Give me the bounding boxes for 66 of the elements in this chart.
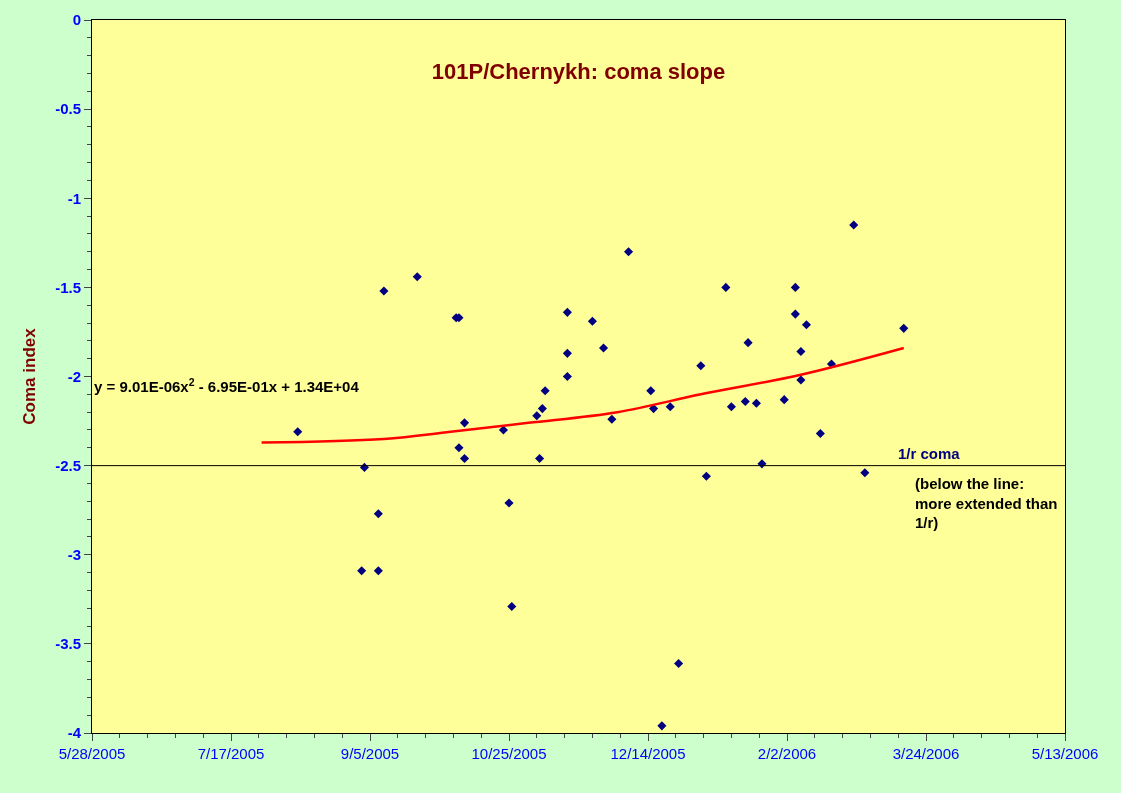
point <box>562 348 572 358</box>
y-axis-title: Coma index <box>19 327 39 425</box>
point <box>504 498 514 508</box>
point <box>373 566 383 576</box>
point <box>459 418 470 428</box>
point <box>696 361 706 371</box>
point <box>535 453 545 464</box>
point <box>740 396 750 407</box>
x-tick-label: 10/25/2005 <box>471 745 547 762</box>
y-tick-label: -4 <box>67 724 82 742</box>
point <box>598 343 609 353</box>
point <box>796 347 806 357</box>
point <box>498 425 508 435</box>
point <box>665 402 675 412</box>
point <box>860 468 870 478</box>
point <box>721 282 731 292</box>
point <box>454 443 464 453</box>
y-tick-label: -2 <box>67 367 81 385</box>
y-tick-label: -1.5 <box>55 278 81 296</box>
annotation: y = 9.01E-06x$^{2}$ - 6.95E-01x + 1.34E+04 <box>94 376 360 396</box>
point <box>674 658 684 669</box>
point <box>379 286 389 296</box>
point <box>532 411 542 421</box>
x-tick-label: 9/5/2005 <box>340 745 400 762</box>
point <box>849 220 859 230</box>
point <box>537 404 547 414</box>
x-tick-label: 12/14/2005 <box>610 745 686 762</box>
point <box>815 428 825 439</box>
point <box>646 386 656 396</box>
point <box>779 395 789 405</box>
point <box>801 320 812 330</box>
y-tick-label: -2.5 <box>55 456 81 474</box>
point <box>751 398 761 408</box>
point <box>540 386 550 396</box>
point <box>562 371 572 382</box>
x-tick-label: 3/24/2006 <box>892 745 960 762</box>
point <box>790 309 800 319</box>
annotation: (below the line: more extended than 1/r) <box>915 475 1058 531</box>
x-tick-label: 5/28/2005 <box>58 745 126 762</box>
point <box>623 247 634 257</box>
point <box>507 601 517 611</box>
y-tick-label: -0.5 <box>55 100 81 118</box>
point <box>357 566 367 576</box>
point <box>657 721 667 731</box>
x-tick-label: 5/13/2006 <box>1031 745 1099 762</box>
y-tick-label: -3 <box>67 546 81 563</box>
point <box>562 307 572 317</box>
point <box>587 316 597 326</box>
point <box>607 414 617 424</box>
point <box>412 272 422 282</box>
point <box>743 338 753 348</box>
x-tick-label: 2/2/2006 <box>757 745 817 762</box>
ref-line-label: 1/r coma <box>898 445 961 462</box>
point <box>459 453 470 464</box>
text: 101P/Chernykh: coma slope <box>431 58 726 84</box>
point <box>701 471 711 481</box>
y-tick-label: 0 <box>72 11 81 29</box>
y-tick-label: -1 <box>67 189 81 207</box>
point <box>373 509 383 519</box>
y-tick-label: -3.5 <box>55 635 81 653</box>
point <box>899 323 909 333</box>
point <box>726 402 736 412</box>
x-tick-label: 7/17/2005 <box>197 745 265 762</box>
point <box>293 427 303 437</box>
point <box>790 282 800 292</box>
point <box>796 375 806 385</box>
